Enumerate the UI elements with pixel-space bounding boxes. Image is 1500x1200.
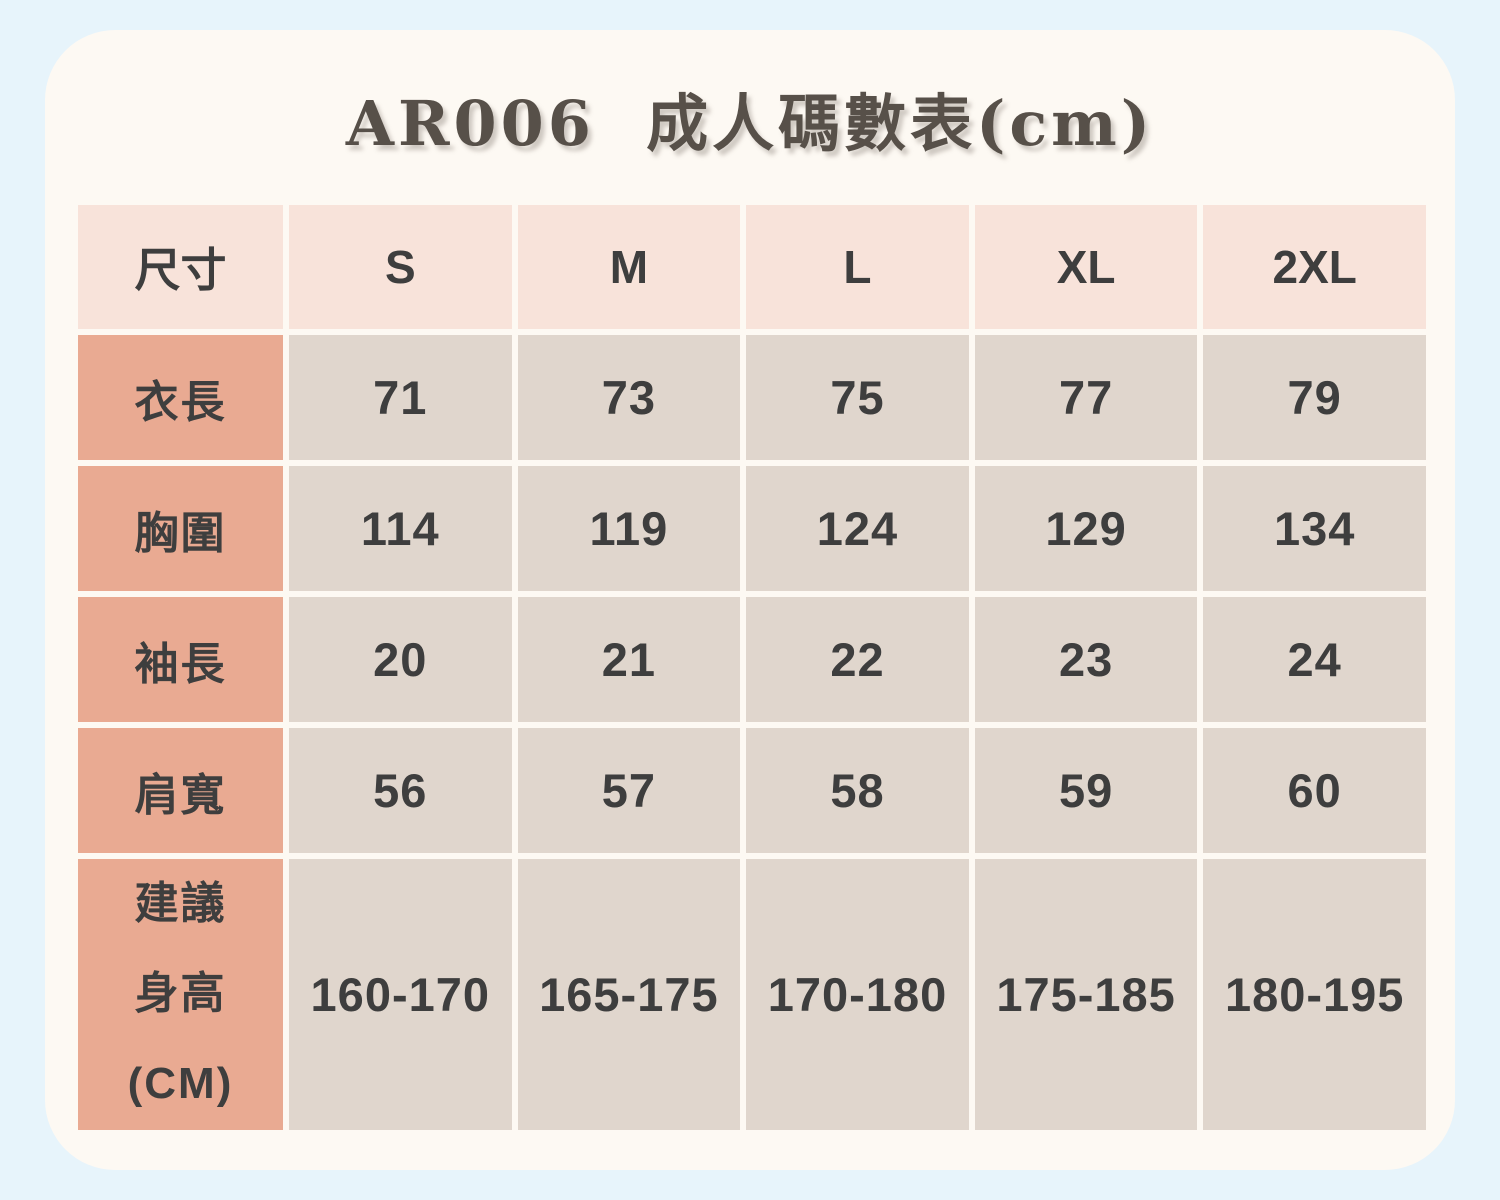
table-row: 袖長 20 21 22 23 24 <box>78 597 1426 722</box>
header-cell-size: 尺寸 <box>78 205 283 329</box>
table-row: 肩寬 56 57 58 59 60 <box>78 728 1426 853</box>
header-cell: XL <box>974 205 1198 329</box>
table-row: 建議身高 (CM) 160-170 165-175 170-180 175-185 180-… <box>78 859 1426 1130</box>
size-chart-card: AR006 成人碼數表(cm) 尺寸 S M L XL 2XL 衣長 71 73 75 77 79 胸… <box>45 30 1455 1170</box>
row-label-line: 建議 <box>134 879 227 928</box>
row-label-cell: 袖長 <box>78 597 283 722</box>
table-row: 衣長 71 73 75 77 79 <box>78 335 1426 460</box>
header-cell: L <box>746 205 969 329</box>
value-cell: 175-185 <box>974 859 1198 1130</box>
header-cell: S <box>289 205 512 329</box>
value-cell: 22 <box>746 597 969 722</box>
table-row: 胸圍 114 119 124 129 134 <box>78 466 1426 591</box>
value-cell: 23 <box>974 597 1198 722</box>
value-cell: 119 <box>517 466 741 591</box>
header-row: 尺寸 S M L XL 2XL <box>78 205 1426 329</box>
chart-title: AR006 成人碼數表(cm) <box>345 86 1155 160</box>
value-cell: 59 <box>974 728 1198 853</box>
value-cell: 129 <box>974 466 1198 591</box>
size-table-body: 衣長 71 73 75 77 79 胸圍 114 119 124 129 134 袖長 20 21 22 23 2… <box>78 335 1426 1130</box>
header-cell: M <box>517 205 741 329</box>
size-table-head: 尺寸 S M L XL 2XL <box>78 205 1426 329</box>
row-label-line: 身高 <box>134 969 227 1019</box>
row-label-cell: 胸圍 <box>78 466 283 591</box>
row-label-cell: 衣長 <box>78 335 283 460</box>
row-label-cell: 建議身高 (CM) <box>78 859 283 1130</box>
value-cell: 21 <box>517 597 741 722</box>
value-cell: 170-180 <box>746 859 969 1130</box>
value-cell: 60 <box>1203 728 1426 853</box>
value-cell: 134 <box>1203 466 1426 591</box>
value-cell: 73 <box>517 335 741 460</box>
value-cell: 79 <box>1203 335 1426 460</box>
value-cell: 124 <box>746 466 969 591</box>
row-label-line: (CM) <box>127 1059 234 1109</box>
row-label-cell: 肩寬 <box>78 728 283 853</box>
value-cell: 56 <box>289 728 512 853</box>
value-cell: 71 <box>289 335 512 460</box>
value-cell: 160-170 <box>289 859 512 1130</box>
size-table: 尺寸 S M L XL 2XL 衣長 71 73 75 77 79 胸圍 114 119 124 129 134… <box>72 199 1432 1136</box>
value-cell: 165-175 <box>517 859 741 1130</box>
value-cell: 75 <box>746 335 969 460</box>
value-cell: 77 <box>974 335 1198 460</box>
value-cell: 57 <box>517 728 741 853</box>
value-cell: 24 <box>1203 597 1426 722</box>
value-cell: 20 <box>289 597 512 722</box>
value-cell: 180-195 <box>1203 859 1426 1130</box>
value-cell: 114 <box>289 466 512 591</box>
header-cell: 2XL <box>1203 205 1426 329</box>
value-cell: 58 <box>746 728 969 853</box>
